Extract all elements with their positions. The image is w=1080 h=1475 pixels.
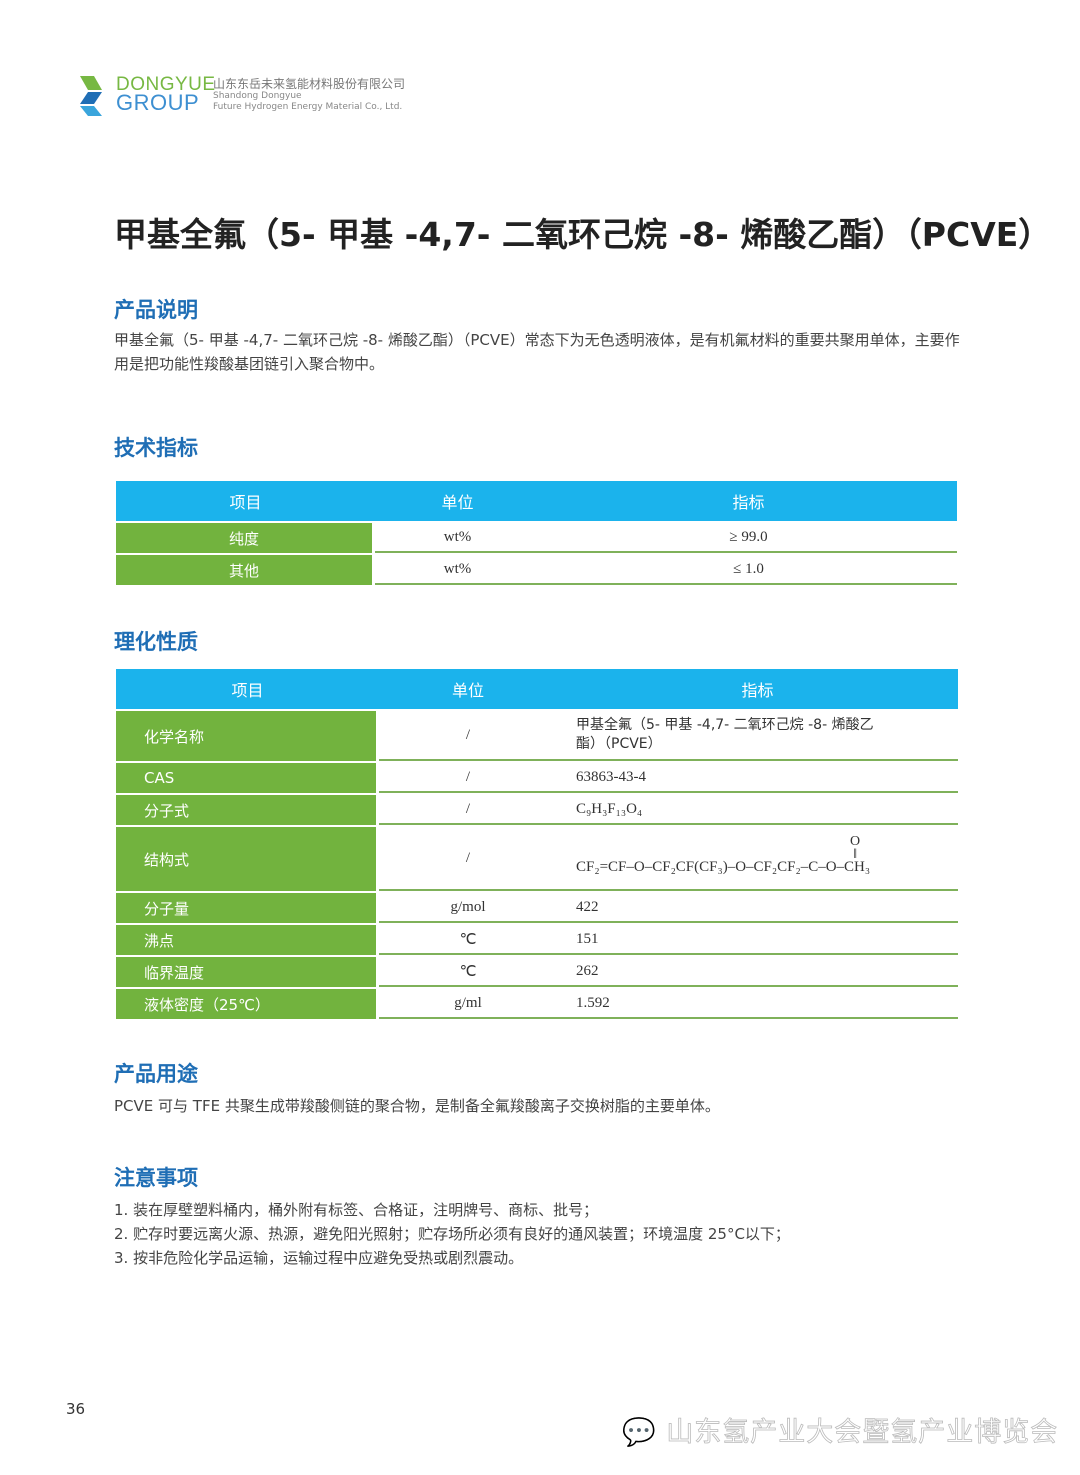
table-header: 项目 单位 指标: [116, 669, 958, 709]
company-en1: Shandong Dongyue: [213, 91, 302, 101]
cell-item: 液体密度（25℃）: [116, 989, 379, 1019]
cell-value: ≤ 1.0: [540, 555, 957, 585]
cell-value: 甲基全氟（5- 甲基 -4,7- 二氧环己烷 -8- 烯酸乙酯）（PCVE）: [557, 711, 958, 761]
table-row: CAS / 63863-43-4: [116, 763, 958, 793]
col-unit: 单位: [375, 481, 540, 521]
cell-item: 化学名称: [116, 711, 379, 761]
cell-value: ≥ 99.0: [540, 523, 957, 553]
properties-table: 项目 单位 指标 化学名称 / 甲基全氟（5- 甲基 -4,7- 二氧环己烷 -…: [116, 667, 958, 1021]
cell-item: 分子量: [116, 893, 379, 923]
cell-value: O ‖ CF₂=CF–O–CF₂CF(CF₃)–O–CF₂CF₂–C–O–CH₃: [557, 827, 958, 891]
watermark-text: 山东氢产业大会暨氢产业博览会: [666, 1417, 1059, 1449]
cell-value: 422: [557, 893, 958, 923]
table-row: 沸点 ℃ 151: [116, 925, 958, 955]
list-item: 3. 按非危险化学品运输，运输过程中应避免受热或剧烈震动。: [114, 1249, 524, 1267]
description-text: 甲基全氟（5- 甲基 -4,7- 二氧环己烷 -8- 烯酸乙酯）（PCVE）常态…: [114, 331, 960, 373]
cell-unit: /: [379, 711, 557, 761]
cell-value: C₉H₃F₁₃O₄: [557, 795, 958, 825]
heading-notes: 注意事项: [114, 1166, 198, 1190]
logo-text: DONGYUE GROUP: [116, 74, 216, 115]
notes-list: 1. 装在厚壁塑料桶内，桶外附有标签、合格证，注明牌号、商标、批号； 2. 贮存…: [114, 1198, 974, 1270]
cell-unit: g/mol: [379, 893, 557, 923]
cell-value: 63863-43-4: [557, 763, 958, 793]
table-row: 分子量 g/mol 422: [116, 893, 958, 923]
page-number: 36: [66, 1400, 86, 1418]
list-item: 2. 贮存时要远离火源、热源，避免阳光照射；贮存场所必须有良好的通风装置；环境温…: [114, 1225, 790, 1243]
cell-unit: ℃: [379, 957, 557, 987]
col-unit: 单位: [379, 669, 557, 709]
table-row: 分子式 / C₉H₃F₁₃O₄: [116, 795, 958, 825]
col-value: 指标: [540, 481, 957, 521]
heading-description: 产品说明: [114, 298, 198, 322]
carbonyl-oxygen: O: [850, 833, 861, 849]
cell-item: 临界温度: [116, 957, 379, 987]
list-item: 1. 装在厚壁塑料桶内，桶外附有标签、合格证，注明牌号、商标、批号；: [114, 1201, 599, 1219]
cell-unit: /: [379, 795, 557, 825]
company-name: 山东东岳未来氢能材料股份有限公司 Shandong Dongyue Future…: [213, 78, 405, 113]
cell-item: 分子式: [116, 795, 379, 825]
logo-line1: DONGYUE: [116, 74, 216, 95]
table-row: 纯度 wt% ≥ 99.0: [116, 523, 957, 553]
table-row: 结构式 / O ‖ CF₂=CF–O–CF₂CF(CF₃)–O–CF₂CF₂–C–O…: [116, 827, 958, 891]
cell-unit: /: [379, 763, 557, 793]
cell-unit: g/ml: [379, 989, 557, 1019]
table-row: 化学名称 / 甲基全氟（5- 甲基 -4,7- 二氧环己烷 -8- 烯酸乙酯）（…: [116, 711, 958, 761]
heading-specs: 技术指标: [114, 436, 198, 460]
company-cn: 山东东岳未来氢能材料股份有限公司: [213, 77, 406, 91]
company-en2: Future Hydrogen Energy Material Co., Ltd…: [213, 102, 403, 112]
structural-formula: CF₂=CF–O–CF₂CF(CF₃)–O–CF₂CF₂–C–O–CH₃: [576, 858, 871, 875]
cell-unit: wt%: [375, 523, 540, 553]
dongyue-logo-icon: [80, 76, 102, 116]
heading-usage: 产品用途: [114, 1062, 198, 1086]
col-item: 项目: [116, 669, 379, 709]
usage-text: PCVE 可与 TFE 共聚生成带羧酸侧链的聚合物，是制备全氟羧酸离子交换树脂的…: [114, 1097, 720, 1115]
cell-unit: ℃: [379, 925, 557, 955]
col-item: 项目: [116, 481, 375, 521]
cell-item: 纯度: [116, 523, 375, 553]
col-value: 指标: [557, 669, 958, 709]
cell-unit: wt%: [375, 555, 540, 585]
cell-value: 262: [557, 957, 958, 987]
heading-properties: 理化性质: [114, 630, 198, 654]
table-row: 液体密度（25℃） g/ml 1.592: [116, 989, 958, 1019]
table-row: 临界温度 ℃ 262: [116, 957, 958, 987]
cell-item: 结构式: [116, 827, 379, 891]
cell-item: CAS: [116, 763, 379, 793]
specs-table: 项目 单位 指标 纯度 wt% ≥ 99.0 其他 wt% ≤ 1.0: [116, 479, 957, 587]
table-row: 其他 wt% ≤ 1.0: [116, 555, 957, 585]
carbonyl-group: O ‖: [850, 833, 861, 862]
wechat-icon: 💬: [622, 1417, 657, 1449]
page-title: 甲基全氟（5- 甲基 -4,7- 二氧环己烷 -8- 烯酸乙酯）（PCVE）: [114, 215, 1052, 254]
table-header: 项目 单位 指标: [116, 481, 957, 521]
watermark: 💬 山东氢产业大会暨氢产业博览会: [622, 1410, 1058, 1449]
logo-line2: GROUP: [116, 90, 200, 115]
cell-item: 沸点: [116, 925, 379, 955]
cell-value: 1.592: [557, 989, 958, 1019]
cell-unit: /: [379, 827, 557, 891]
cell-item: 其他: [116, 555, 375, 585]
cell-value: 151: [557, 925, 958, 955]
